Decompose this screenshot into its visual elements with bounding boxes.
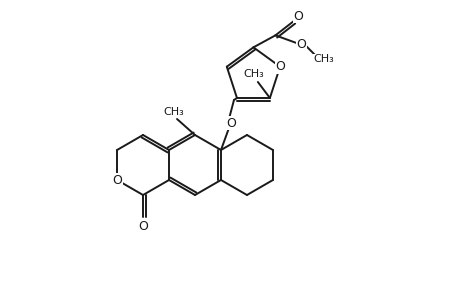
Text: CH₃: CH₃ [163,107,184,117]
Text: CH₃: CH₃ [243,69,264,79]
Text: CH₃: CH₃ [313,54,333,64]
Text: O: O [112,173,122,187]
Text: O: O [296,38,306,51]
Text: O: O [138,220,148,232]
Text: O: O [293,10,303,23]
Text: O: O [274,60,285,73]
Text: O: O [225,116,235,130]
